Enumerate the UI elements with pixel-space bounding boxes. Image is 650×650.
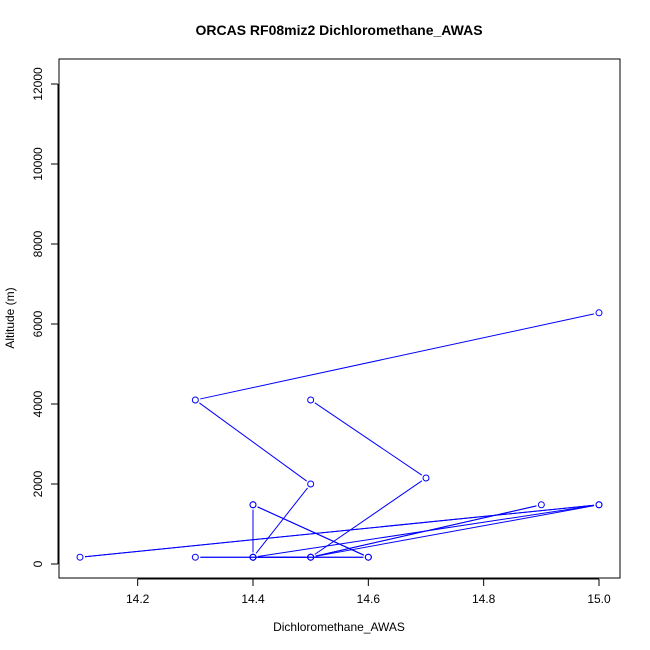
chart-title: ORCAS RF08miz2 Dichloromethane_AWAS: [195, 22, 482, 38]
data-point: [364, 553, 372, 561]
series-line-segment: [315, 505, 537, 557]
series-line-segment: [199, 402, 307, 482]
data-point: [307, 396, 315, 404]
data-point: [76, 553, 84, 561]
data-point: [537, 501, 545, 509]
data-point: [191, 396, 199, 404]
y-tick-label: 10000: [31, 147, 45, 181]
x-axis: 14.2 14.4 14.6 14.8 15.0: [126, 578, 611, 606]
series-line-segment: [84, 504, 595, 558]
x-tick-label: 14.2: [126, 592, 150, 606]
x-tick-label: 14.8: [472, 592, 496, 606]
data-series: [76, 309, 603, 561]
series-line-segment: [200, 313, 595, 400]
data-point: [307, 480, 315, 488]
data-point: [191, 553, 199, 561]
data-point: [249, 501, 257, 509]
y-axis: 0 2000 4000 6000 8000 10000 12000: [31, 67, 59, 567]
plot-frame: [58, 58, 621, 579]
x-tick-label: 15.0: [587, 592, 611, 606]
y-tick-label: 0: [31, 560, 45, 567]
x-tick-label: 14.4: [241, 592, 265, 606]
data-point: [595, 309, 603, 317]
series-line-segment: [255, 487, 308, 554]
series-line-segment: [314, 402, 423, 476]
y-tick-label: 2000: [31, 470, 45, 497]
y-tick-label: 8000: [31, 230, 45, 257]
y-tick-label: 12000: [31, 67, 45, 101]
data-point: [249, 553, 257, 561]
y-axis-label: Altitude (m): [3, 287, 17, 348]
series-line-segment: [257, 506, 364, 556]
y-tick-label: 4000: [31, 390, 45, 417]
x-tick-label: 14.6: [357, 592, 381, 606]
y-tick-label: 6000: [31, 310, 45, 337]
x-axis-label: Dichloromethane_AWAS: [273, 620, 405, 634]
series-line-segment: [314, 480, 423, 555]
data-point: [307, 553, 315, 561]
series-line-segment: [315, 505, 595, 557]
data-point: [422, 474, 430, 482]
data-point: [595, 501, 603, 509]
